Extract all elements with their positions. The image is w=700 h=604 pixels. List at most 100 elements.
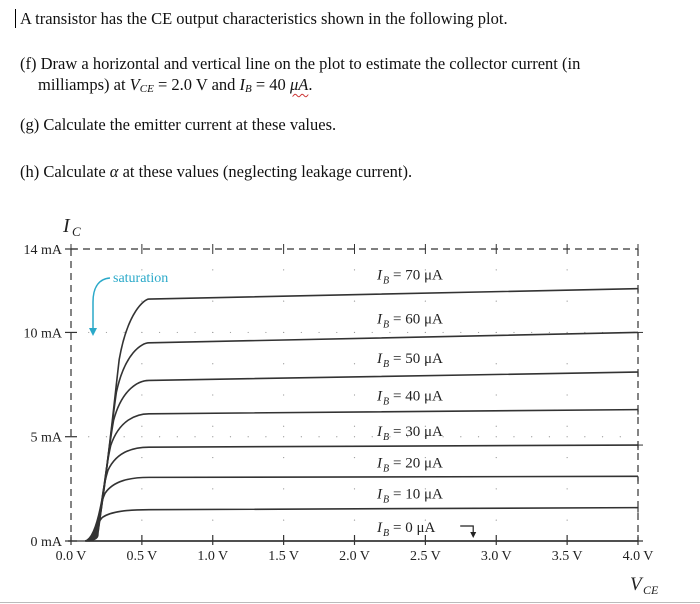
x-tick-label: 0.5 V: [126, 549, 157, 564]
grid-dot: [141, 519, 143, 521]
grid-dot: [123, 436, 125, 438]
grid-dot: [265, 436, 267, 438]
y-tick-label: 0 mA: [31, 535, 63, 550]
spellcheck-underline: μA: [289, 75, 309, 94]
grid-dot: [212, 456, 214, 459]
grid-dot: [158, 331, 161, 334]
x-tick-label: 2.5 V: [410, 549, 441, 564]
grid-dot: [407, 436, 409, 438]
grid-dot: [265, 331, 267, 334]
grid-dot: [318, 436, 320, 438]
grid-dot: [283, 331, 285, 334]
grid-dot: [283, 363, 285, 365]
ib-curve: [87, 408, 639, 542]
grid-dot: [424, 331, 426, 334]
curve-label-value: = 30 μA: [393, 424, 443, 440]
grid-dot: [212, 394, 214, 396]
grid-dot: [141, 269, 143, 271]
x-axis-title: V: [630, 574, 644, 595]
ib-curve: [87, 444, 639, 542]
curve-label-value: = 70 μA: [393, 268, 443, 284]
grid-dot: [531, 436, 533, 438]
saturation-label: saturation: [113, 271, 168, 286]
ib-curve: [86, 371, 639, 542]
grid-dot: [353, 300, 356, 302]
grid-dot: [176, 331, 178, 334]
grid-dot: [141, 331, 143, 334]
grid-dot: [424, 519, 426, 521]
grid-dot: [141, 436, 143, 438]
grid-dot: [123, 331, 125, 334]
curve-label-symbol: I: [376, 268, 383, 284]
curve-label-sub: B: [383, 359, 389, 370]
grid-dot: [424, 456, 426, 459]
grid-dot: [566, 436, 568, 438]
grid-dot: [389, 331, 391, 334]
grid-dot: [495, 456, 497, 459]
grid-dot: [424, 300, 426, 302]
ib-curve: [84, 287, 639, 542]
grid-dot: [442, 436, 444, 438]
x-tick-label: 0.0 V: [56, 549, 87, 564]
grid-dot: [601, 436, 604, 438]
grid-dot: [495, 269, 497, 271]
grid-dot: [300, 436, 302, 438]
grid-dot: [283, 436, 285, 438]
grid-dot: [495, 331, 497, 334]
grid-dot: [495, 363, 497, 365]
grid-dot: [212, 363, 214, 365]
grid-dot: [495, 488, 497, 490]
x-tick-label: 4.0 V: [623, 549, 654, 564]
grid-dot: [407, 331, 409, 334]
grid-dot: [424, 425, 426, 427]
grid-dot: [619, 436, 621, 438]
grid-dot: [566, 519, 568, 521]
grid-dot: [141, 363, 143, 365]
part-f-line1: (f) Draw a horizontal and vertical line …: [20, 54, 581, 73]
grid-dot: [353, 363, 356, 365]
grid-dot: [548, 331, 551, 334]
x-tick-label: 3.5 V: [552, 549, 583, 564]
grid-dot: [141, 425, 143, 427]
grid-dot: [283, 425, 285, 427]
grid-dot: [212, 436, 214, 438]
grid-dot: [105, 436, 108, 438]
grid-dot: [88, 331, 90, 334]
curve-label-symbol: I: [376, 311, 383, 327]
curve-label-value: = 0 μA: [393, 520, 436, 536]
grid-dot: [460, 436, 462, 438]
text-cursor: [15, 9, 16, 28]
zero-label-arrow: [460, 525, 474, 534]
grid-dot: [424, 436, 426, 438]
y-tick-label: 5 mA: [31, 431, 63, 446]
grid-dot: [283, 456, 285, 459]
x-tick-label: 1.5 V: [268, 549, 299, 564]
y-tick-label: 10 mA: [24, 326, 63, 341]
curve-label-value: = 10 μA: [393, 487, 443, 503]
grid-dot: [336, 436, 338, 438]
grid-dot: [212, 425, 214, 427]
grid-dot: [353, 436, 356, 438]
grid-dot: [176, 436, 178, 438]
grid-dot: [353, 425, 356, 427]
grid-dot: [283, 269, 285, 271]
grid-dot: [566, 425, 568, 427]
grid-dot: [212, 519, 214, 521]
grid-dot: [353, 394, 356, 396]
grid-dot: [477, 436, 480, 438]
grid-dot: [247, 436, 249, 438]
page-bottom-rule: [0, 602, 700, 603]
grid-dot: [283, 394, 285, 396]
grid-dot: [229, 436, 232, 438]
x-axis-title-sub: CE: [643, 583, 659, 597]
grid-dot: [477, 331, 480, 334]
grid-dot: [141, 456, 143, 459]
grid-dot: [353, 519, 356, 521]
grid-dot: [566, 394, 568, 396]
curve-label-sub: B: [383, 495, 389, 506]
curve-label-symbol: I: [376, 455, 383, 471]
grid-dot: [566, 331, 568, 334]
grid-dot: [212, 269, 214, 271]
grid-dot: [353, 269, 356, 271]
